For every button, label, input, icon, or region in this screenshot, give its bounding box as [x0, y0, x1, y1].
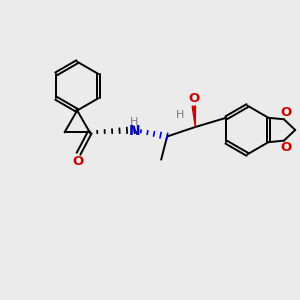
- Text: O: O: [72, 155, 83, 168]
- Text: H: H: [176, 110, 185, 119]
- Polygon shape: [76, 110, 79, 112]
- Text: N: N: [129, 124, 140, 138]
- Polygon shape: [192, 106, 196, 127]
- Text: O: O: [188, 92, 200, 105]
- Text: H: H: [130, 117, 139, 127]
- Text: O: O: [281, 106, 292, 119]
- Text: O: O: [281, 141, 292, 154]
